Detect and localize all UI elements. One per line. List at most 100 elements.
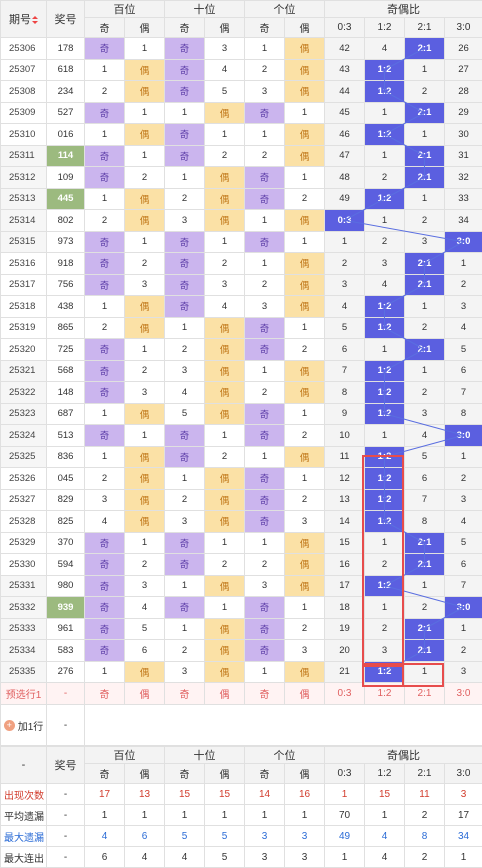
sub-header-1: 偶 <box>125 18 165 38</box>
cell-col-9: 28 <box>445 81 482 103</box>
group-odd-even-ratio: 奇偶比 <box>325 1 482 18</box>
stats-dash-cell: - <box>47 847 85 868</box>
award-number: 276 <box>47 661 85 683</box>
cell-col-1: 偶 <box>125 296 165 318</box>
preview-cell-0[interactable]: 奇 <box>85 683 125 705</box>
cell-col-5: 偶 <box>285 59 325 81</box>
stats-value-0: 1 <box>85 805 125 826</box>
cell-col-4: 1 <box>245 446 285 468</box>
cell-col-9: 7 <box>445 575 482 597</box>
cell-col-5: 偶 <box>285 38 325 60</box>
preview-cell-7[interactable]: 1:2 <box>365 683 405 705</box>
cell-col-5: 2 <box>285 425 325 447</box>
preview-cell-8[interactable]: 2:1 <box>405 683 445 705</box>
add-row-label: 加1行 <box>18 718 44 733</box>
cell-col-9: 30 <box>445 124 482 146</box>
stats-value-2: 15 <box>165 784 205 805</box>
award-number: 825 <box>47 511 85 533</box>
cell-col-2: 奇 <box>165 554 205 576</box>
period-cell: 25311 <box>1 145 47 167</box>
award-number: 045 <box>47 468 85 490</box>
preview-cell-9[interactable]: 3:0 <box>445 683 482 705</box>
cell-col-8: 1 <box>405 59 445 81</box>
preview-cell-5[interactable]: 偶 <box>285 683 325 705</box>
cell-col-1: 偶 <box>125 210 165 232</box>
add-row-button[interactable]: +加1行 <box>4 718 44 733</box>
award-number: 114 <box>47 145 85 167</box>
cell-col-1: 3 <box>125 382 165 404</box>
cell-col-2: 奇 <box>165 532 205 554</box>
preview-cell-6[interactable]: 0:3 <box>325 683 365 705</box>
stats-value-6: 70 <box>325 805 365 826</box>
cell-col-8: 2:1 <box>405 554 445 576</box>
cell-col-6: 43 <box>325 59 365 81</box>
award-number: 756 <box>47 274 85 296</box>
period-header[interactable]: 期号 <box>1 1 47 38</box>
award-number: 438 <box>47 296 85 318</box>
preview-cell-3[interactable]: 偶 <box>205 683 245 705</box>
cell-col-2: 奇 <box>165 59 205 81</box>
cell-col-1: 5 <box>125 618 165 640</box>
cell-col-0: 奇 <box>85 382 125 404</box>
cell-col-7: 2 <box>365 618 405 640</box>
award-number: 829 <box>47 489 85 511</box>
cell-col-3: 偶 <box>205 167 245 189</box>
preview-cell-1[interactable]: 偶 <box>125 683 165 705</box>
cell-col-0: 奇 <box>85 360 125 382</box>
cell-col-5: 偶 <box>285 145 325 167</box>
stats-label: 最大遗漏 <box>1 826 47 847</box>
cell-col-3: 偶 <box>205 102 245 124</box>
cell-col-1: 1 <box>125 339 165 361</box>
period-cell: 25321 <box>1 360 47 382</box>
cell-col-4: 奇 <box>245 102 285 124</box>
cell-col-7: 4 <box>365 274 405 296</box>
cell-col-4: 奇 <box>245 188 285 210</box>
cell-col-1: 偶 <box>125 511 165 533</box>
cell-col-8: 2:1 <box>405 102 445 124</box>
stats-label: 最大连出 <box>1 847 47 868</box>
cell-col-2: 奇 <box>165 81 205 103</box>
award-number: 527 <box>47 102 85 124</box>
period-cell: 25328 <box>1 511 47 533</box>
cell-col-0: 奇 <box>85 38 125 60</box>
period-cell: 25333 <box>1 618 47 640</box>
preview-cell-2[interactable]: 奇 <box>165 683 205 705</box>
cell-col-7: 1 <box>365 597 405 619</box>
cell-col-8: 2 <box>405 210 445 232</box>
cell-col-5: 偶 <box>285 575 325 597</box>
sort-icon[interactable] <box>32 16 38 24</box>
cell-col-3: 偶 <box>205 339 245 361</box>
stats-group-tens: 十位 <box>165 747 245 764</box>
cell-col-2: 奇 <box>165 597 205 619</box>
cell-col-8: 3 <box>405 403 445 425</box>
cell-col-7: 1:2 <box>365 489 405 511</box>
cell-col-5: 3 <box>285 511 325 533</box>
stats-value-2: 4 <box>165 847 205 868</box>
cell-col-0: 奇 <box>85 253 125 275</box>
sub-header-8: 2:1 <box>405 18 445 38</box>
cell-col-4: 1 <box>245 38 285 60</box>
cell-col-5: 偶 <box>285 382 325 404</box>
cell-col-6: 47 <box>325 145 365 167</box>
period-cell: 25327 <box>1 489 47 511</box>
cell-col-7: 1:2 <box>365 575 405 597</box>
cell-col-3: 偶 <box>205 360 245 382</box>
cell-col-9: 5 <box>445 532 482 554</box>
cell-col-3: 偶 <box>205 382 245 404</box>
cell-col-9: 7 <box>445 382 482 404</box>
cell-col-3: 1 <box>205 124 245 146</box>
cell-col-6: 13 <box>325 489 365 511</box>
cell-col-6: 42 <box>325 38 365 60</box>
period-cell: 25313 <box>1 188 47 210</box>
award-number: 513 <box>47 425 85 447</box>
cell-col-6: 10 <box>325 425 365 447</box>
preview-cell-4[interactable]: 奇 <box>245 683 285 705</box>
period-cell: 25309 <box>1 102 47 124</box>
cell-col-9: 3:0 <box>445 597 482 619</box>
